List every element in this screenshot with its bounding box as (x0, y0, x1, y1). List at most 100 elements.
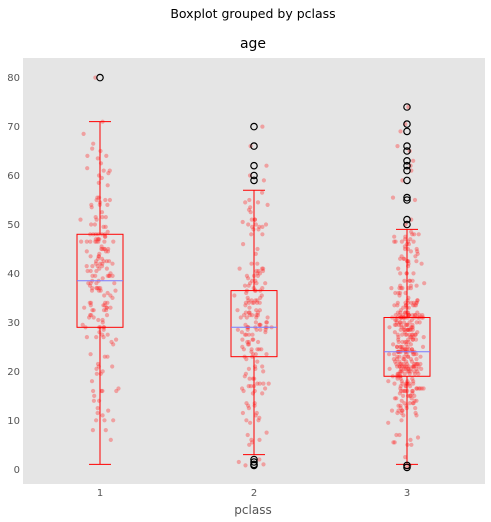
data-point (386, 379, 391, 384)
data-point (415, 369, 420, 374)
data-point (89, 202, 94, 207)
data-point (402, 330, 407, 335)
data-point (409, 366, 414, 371)
data-point (406, 337, 411, 342)
data-point (91, 398, 96, 403)
data-point (253, 320, 258, 325)
data-point (398, 344, 403, 349)
data-point (94, 239, 99, 244)
data-point (400, 332, 405, 337)
data-point (100, 388, 105, 394)
data-point (248, 210, 253, 215)
data-point (256, 418, 261, 423)
data-point (395, 300, 400, 305)
data-point (398, 403, 403, 408)
data-point (412, 313, 418, 318)
data-point (255, 300, 260, 305)
data-point (103, 234, 108, 239)
data-point (103, 224, 108, 229)
data-point (398, 376, 403, 381)
data-point (102, 239, 107, 244)
data-point (88, 281, 93, 286)
data-point (236, 459, 241, 465)
data-point (95, 406, 100, 411)
y-tick-label: 30 (7, 318, 20, 329)
data-point (265, 202, 270, 207)
data-point (401, 327, 407, 332)
data-point (87, 315, 92, 320)
data-point (108, 293, 113, 298)
data-point (254, 308, 259, 313)
data-point (408, 283, 413, 288)
data-point (409, 317, 414, 323)
data-point (264, 320, 269, 325)
data-point (105, 354, 110, 359)
data-point (260, 232, 265, 237)
data-point (409, 335, 414, 340)
data-point (247, 442, 252, 447)
data-point (407, 401, 412, 406)
data-point (256, 339, 261, 345)
data-point (397, 432, 402, 438)
data-point (413, 332, 418, 337)
data-point (395, 371, 400, 376)
data-point (100, 261, 105, 266)
data-point (244, 273, 249, 278)
outlier-marker (403, 147, 411, 155)
data-point (408, 237, 413, 242)
data-point (95, 410, 100, 416)
data-point (91, 141, 96, 146)
data-point (95, 361, 101, 367)
data-point (103, 197, 108, 203)
data-point (420, 313, 425, 318)
data-point (254, 315, 259, 320)
data-point (240, 410, 245, 416)
data-point (242, 374, 247, 379)
data-point (257, 381, 262, 386)
data-point (107, 259, 112, 264)
data-point (402, 366, 407, 371)
data-point (407, 347, 412, 352)
data-point (411, 379, 416, 384)
data-point (109, 339, 114, 345)
data-point (99, 210, 105, 215)
data-point (413, 254, 418, 259)
data-point (409, 442, 414, 447)
x-tick-label: 2 (251, 488, 257, 499)
data-point (246, 342, 252, 347)
data-point (257, 457, 262, 462)
data-point (400, 286, 405, 291)
data-point (417, 313, 422, 318)
data-point (98, 288, 103, 293)
data-point (97, 195, 102, 200)
data-point (104, 259, 109, 264)
data-point (403, 347, 408, 352)
data-point (249, 347, 254, 352)
data-point (413, 313, 418, 318)
data-point (100, 413, 105, 418)
data-point (103, 215, 108, 220)
data-point (394, 322, 399, 327)
data-point (257, 347, 262, 352)
data-point (402, 401, 407, 406)
data-point (102, 303, 107, 308)
data-point (260, 190, 265, 195)
data-point (88, 352, 93, 357)
data-point (411, 303, 416, 308)
data-point (249, 217, 254, 222)
data-point (98, 286, 103, 291)
data-point (397, 293, 402, 298)
data-point (105, 332, 110, 337)
data-point (415, 330, 420, 335)
data-point (397, 371, 402, 376)
data-point (410, 232, 415, 237)
data-point (95, 264, 100, 269)
data-point (260, 124, 265, 129)
data-point (411, 335, 416, 340)
data-point (407, 320, 412, 325)
data-point (410, 388, 415, 394)
data-point (392, 234, 397, 239)
data-point (110, 295, 115, 300)
data-point (399, 286, 404, 291)
data-point (251, 337, 256, 342)
